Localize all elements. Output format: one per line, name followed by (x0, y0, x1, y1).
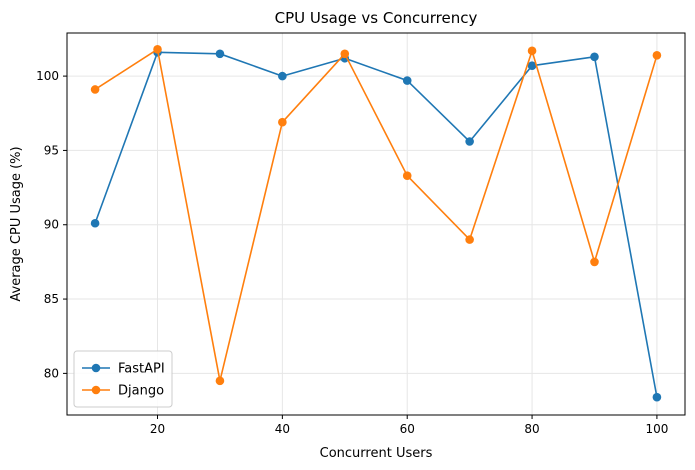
x-tick-label: 20 (150, 422, 165, 436)
legend: FastAPI Django (73, 350, 173, 408)
data-point (278, 117, 287, 127)
data-point (90, 85, 100, 94)
x-axis-title: Concurrent Users (320, 446, 433, 461)
legend-label: FastAPI (118, 362, 165, 377)
y-axis-title: Average CPU Usage (%) (9, 146, 24, 301)
x-tick-label: 60 (400, 422, 415, 436)
chart-title: CPU Usage vs Concurrency (275, 9, 478, 27)
legend-label: Django (118, 384, 164, 399)
data-point (465, 235, 474, 244)
series-group (90, 45, 662, 402)
data-point (153, 45, 162, 54)
data-point (652, 392, 662, 402)
axis-ticks: 20 40 60 80 100 80 85 90 95 100 (36, 69, 668, 436)
y-tick-label: 95 (44, 143, 59, 157)
data-point (90, 218, 100, 228)
legend-marker (91, 363, 101, 373)
data-point (590, 257, 599, 267)
y-tick-label: 100 (36, 69, 59, 83)
legend-item-fastapi: FastAPI (82, 362, 165, 377)
x-tick-label: 80 (524, 422, 539, 436)
data-point (590, 52, 599, 62)
data-point (527, 46, 537, 56)
plot-area-frame (66, 32, 686, 416)
data-point (215, 49, 225, 59)
series-line (94, 51, 658, 398)
x-tick-label: 40 (275, 422, 290, 436)
data-point (652, 50, 662, 60)
y-tick-label: 80 (44, 366, 59, 380)
data-point (402, 171, 412, 180)
y-tick-label: 90 (44, 218, 59, 232)
data-point (465, 137, 474, 146)
x-tick-label: 100 (645, 422, 668, 436)
data-point (340, 49, 350, 59)
legend-item-django: Django (82, 384, 164, 399)
data-point (527, 61, 537, 71)
y-tick-label: 85 (44, 292, 59, 306)
series-line (94, 48, 658, 382)
legend-box (73, 350, 173, 408)
data-point (402, 76, 412, 85)
data-point (278, 71, 287, 81)
legend-marker (91, 385, 101, 395)
series-django (90, 45, 662, 386)
data-point (215, 376, 225, 386)
